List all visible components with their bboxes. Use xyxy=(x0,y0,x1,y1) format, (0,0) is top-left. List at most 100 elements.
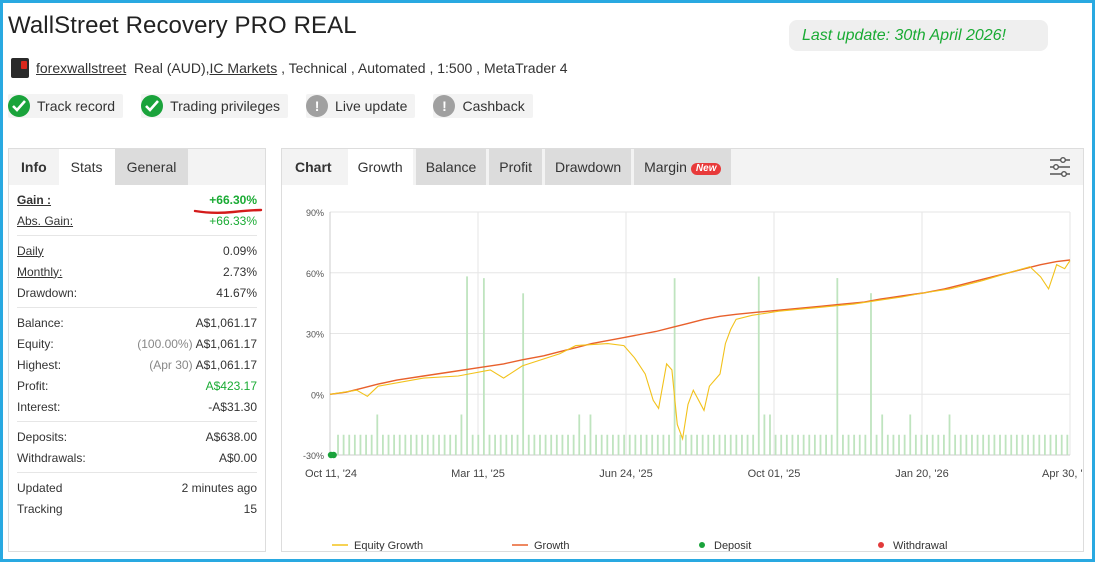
activity-bar xyxy=(555,434,558,455)
chart-tabs: Chart Growth Balance Profit Drawdown Mar… xyxy=(282,149,1083,185)
deposit-marker xyxy=(330,451,337,459)
activity-bar xyxy=(976,434,979,455)
activity-bar xyxy=(460,414,463,455)
broker-link[interactable]: IC Markets xyxy=(209,60,278,76)
chart-settings-icon[interactable] xyxy=(1049,157,1071,182)
stat-value: A$1,061.17 xyxy=(195,315,257,330)
tab-margin-label: Margin xyxy=(644,159,687,175)
y-tick-label: 60% xyxy=(306,269,324,279)
activity-bar xyxy=(1004,434,1007,455)
tab-balance[interactable]: Balance xyxy=(415,149,487,185)
stat-label[interactable]: Abs. Gain: xyxy=(17,213,74,228)
badge-trading-privileges[interactable]: Trading privileges xyxy=(141,94,289,118)
activity-bar xyxy=(477,434,480,455)
activity-bar xyxy=(971,434,973,455)
y-tick-label: 90% xyxy=(306,208,324,218)
activity-bar xyxy=(387,434,390,455)
x-tick-label: Oct 11, '24 xyxy=(305,468,357,480)
tab-margin[interactable]: Margin New xyxy=(634,149,732,185)
activity-bar xyxy=(836,278,839,455)
growth-line xyxy=(329,259,1071,395)
activity-bar xyxy=(359,434,362,455)
chart-panel: Chart Growth Balance Profit Drawdown Mar… xyxy=(281,148,1095,552)
activity-bar xyxy=(870,293,872,455)
growth-chart: 90% 60% 30% 0% -30% Oct 11, '24 Mar 11, '25 Jun… xyxy=(303,208,1095,552)
stat-label: Highest: xyxy=(17,357,62,372)
check-icon xyxy=(141,95,164,117)
stat-value: 41.67% xyxy=(216,285,257,300)
activity-bar xyxy=(342,434,345,455)
tab-drawdown[interactable]: Drawdown xyxy=(544,149,632,185)
activity-bar xyxy=(858,434,861,455)
activity-bar xyxy=(684,434,687,455)
stat-value: +66.30% xyxy=(209,192,257,207)
activity-bar xyxy=(948,414,951,455)
stat-value: +66.33% xyxy=(209,213,257,228)
activity-bar xyxy=(763,414,766,455)
badge-cashback[interactable]: ! Cashback xyxy=(433,94,533,118)
activity-bar xyxy=(752,434,755,455)
stat-label: Withdrawals: xyxy=(17,450,86,465)
stat-monthly: Monthly: 2.73% xyxy=(17,261,257,282)
activity-bar xyxy=(1066,434,1069,455)
stat-label[interactable]: Daily xyxy=(17,243,44,258)
activity-bar xyxy=(937,434,940,455)
activity-bar xyxy=(583,434,586,455)
stat-label: Interest: xyxy=(17,399,61,414)
badge-label: Cashback xyxy=(462,98,525,114)
stat-note: (Apr 30) xyxy=(149,357,193,372)
activity-bar xyxy=(819,434,822,455)
x-tick-label: Jan 20, '26 xyxy=(895,468,948,480)
activity-bar xyxy=(959,434,962,455)
system-title: WallStreet Recovery PRO REAL xyxy=(8,12,357,39)
activity-bar xyxy=(1049,434,1052,455)
activity-bar xyxy=(544,434,547,455)
activity-bar xyxy=(886,434,889,455)
red-underline-annotation xyxy=(193,208,263,214)
tab-profit[interactable]: Profit xyxy=(489,149,542,185)
activity-bar xyxy=(668,434,670,455)
activity-bar xyxy=(381,434,384,455)
activity-bar xyxy=(808,434,811,455)
activity-bar xyxy=(864,434,867,455)
tab-stats[interactable]: Stats xyxy=(58,149,115,185)
tab-growth[interactable]: Growth xyxy=(347,149,413,185)
legend-withdrawal: Withdrawal xyxy=(893,540,947,551)
stat-value: 2.73% xyxy=(222,264,257,279)
activity-bar xyxy=(561,434,564,455)
stat-drawdown: Drawdown: 41.67% xyxy=(17,282,257,303)
activity-bar xyxy=(926,434,928,455)
activity-bar xyxy=(662,434,665,455)
tab-info[interactable]: Info xyxy=(21,159,47,175)
tab-general[interactable]: General xyxy=(114,149,189,185)
activity-bar xyxy=(370,434,373,455)
activity-bar xyxy=(404,434,407,455)
activity-bar xyxy=(769,414,771,455)
activity-bar xyxy=(454,434,457,455)
stat-abs-gain: Abs. Gain: +66.33% xyxy=(17,210,257,231)
stat-updated: Updated 2 minutes ago xyxy=(17,477,257,498)
activity-bar xyxy=(842,434,844,455)
activity-bar xyxy=(578,414,581,455)
activity-bar xyxy=(421,434,424,455)
author-link[interactable]: forexwallstreet xyxy=(36,60,127,76)
activity-bar xyxy=(892,434,895,455)
activity-bar xyxy=(724,434,727,455)
activity-bar xyxy=(1027,434,1029,455)
activity-bar xyxy=(903,434,906,455)
stat-value: 0.09% xyxy=(222,243,257,258)
badge-label: Live update xyxy=(335,98,408,114)
stat-label[interactable]: Gain : xyxy=(17,192,52,207)
activity-bar xyxy=(656,434,659,455)
activity-bar xyxy=(511,434,513,455)
tab-chart[interactable]: Chart xyxy=(295,159,332,175)
stat-tracking: Tracking 15 xyxy=(17,498,257,519)
verification-badges: Track record Trading privileges ! Live u… xyxy=(8,94,533,118)
activity-bar xyxy=(909,414,912,455)
badge-track-record[interactable]: Track record xyxy=(8,94,124,118)
badge-live-update[interactable]: ! Live update xyxy=(306,94,416,118)
stat-withdrawals: Withdrawals: A$0.00 xyxy=(17,447,257,468)
activity-bar xyxy=(353,434,356,455)
activity-bar xyxy=(410,434,412,455)
stat-label[interactable]: Monthly: xyxy=(17,264,63,279)
